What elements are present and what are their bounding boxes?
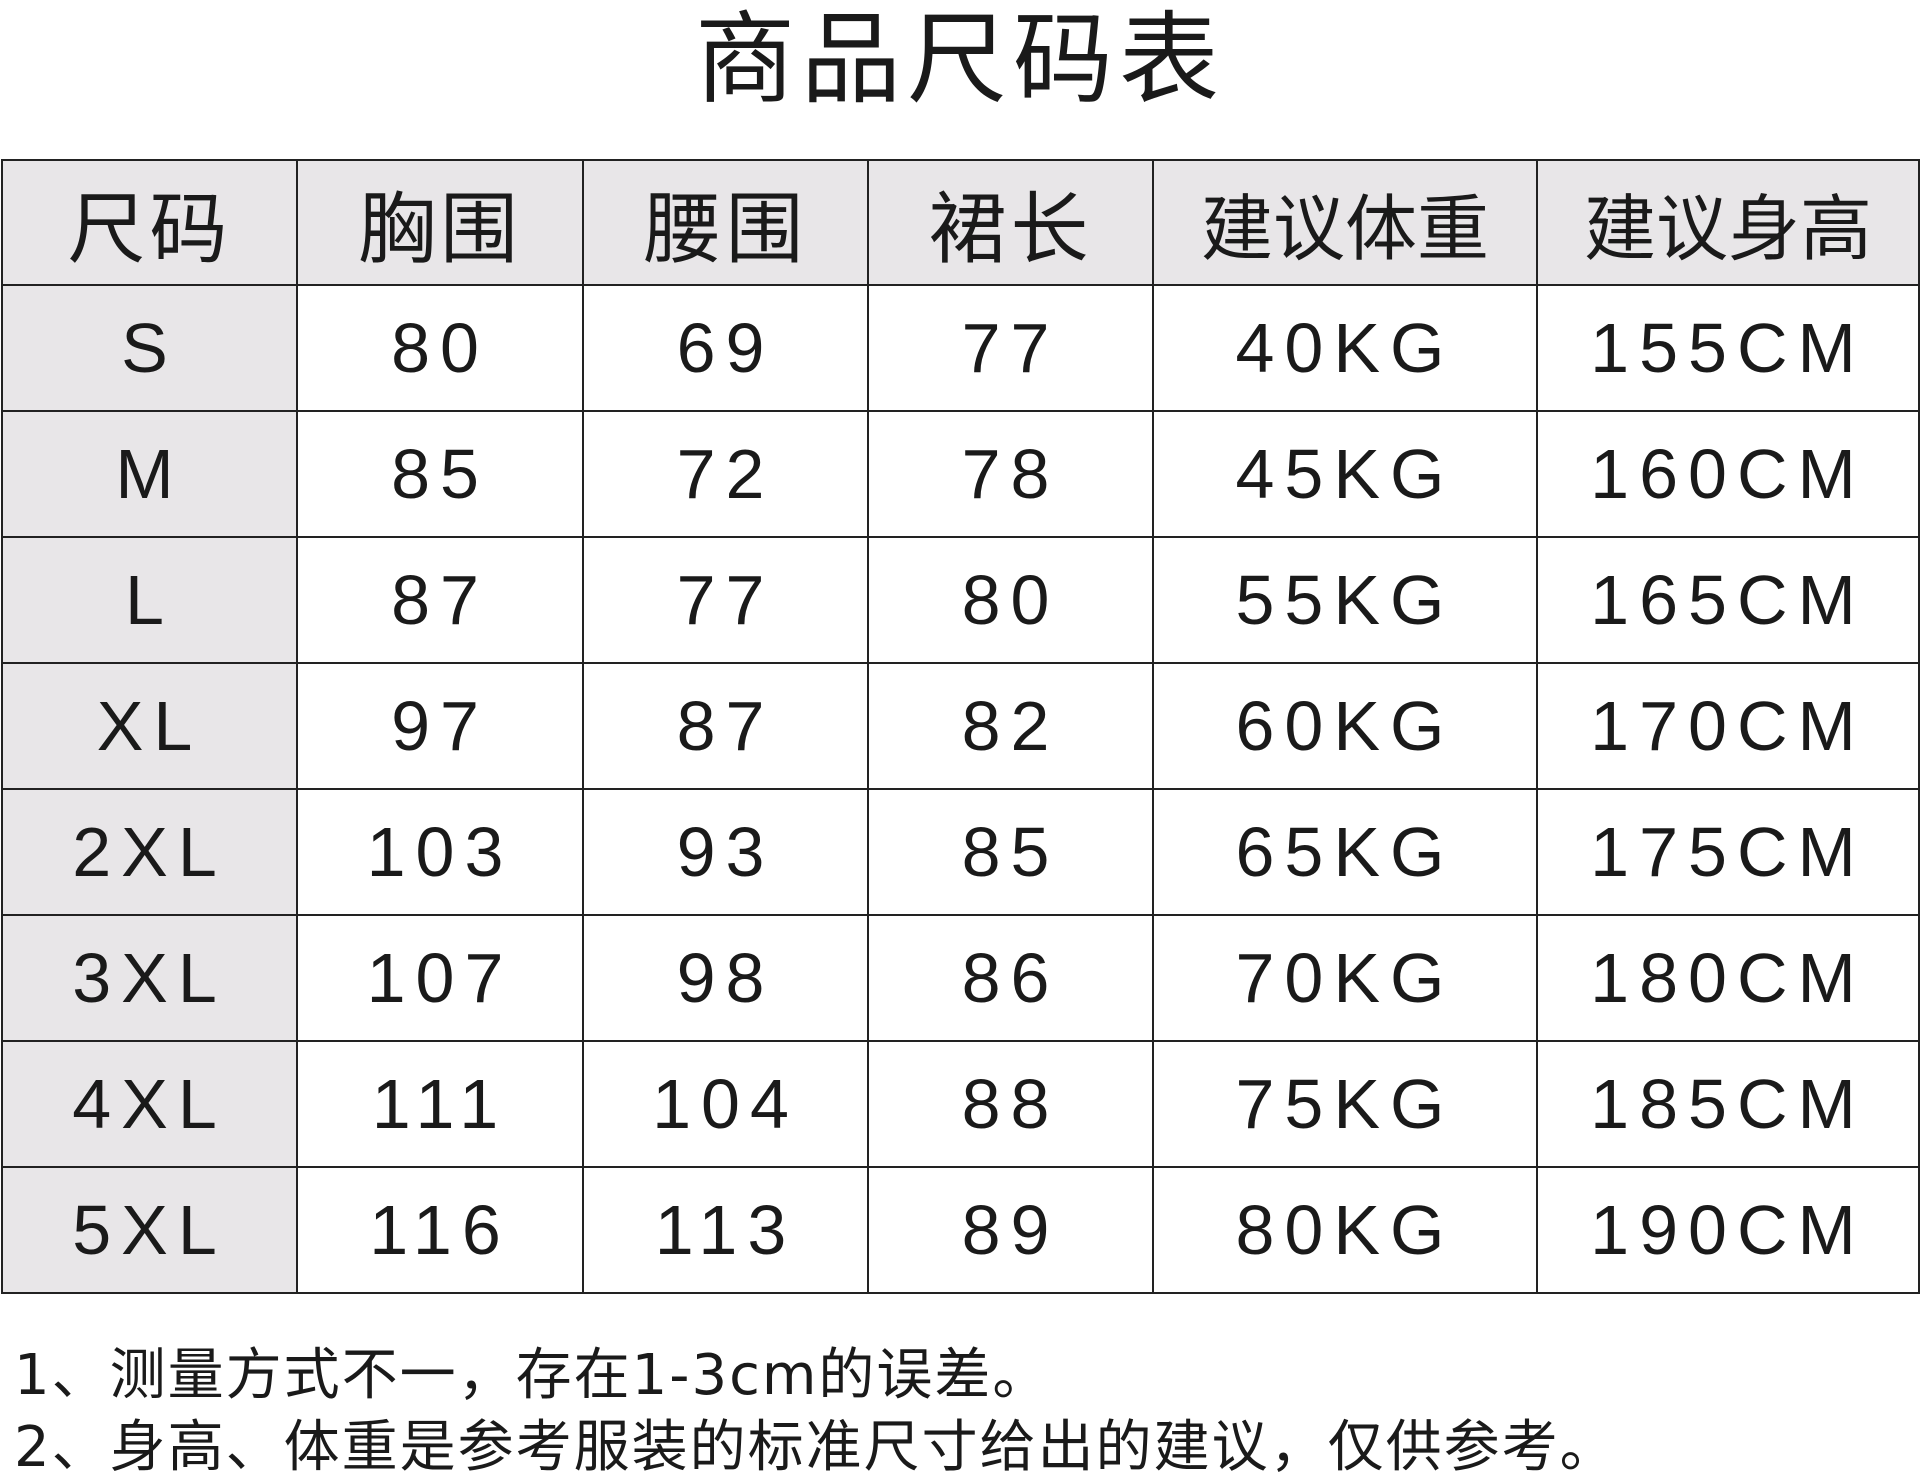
table-cell: 77: [867, 284, 1154, 412]
table-row: S 80 69 77 40KG 155CM: [1, 284, 1920, 412]
table-cell: 85: [867, 788, 1154, 916]
table-cell: 88: [867, 1040, 1154, 1168]
table-cell: 107: [296, 914, 584, 1042]
note-1: 1、测量方式不一，存在1-3cm的误差。: [14, 1343, 1051, 1408]
table-cell: 80: [867, 536, 1154, 664]
table-cell: 80: [296, 284, 584, 412]
size-label-cell: 3XL: [1, 914, 298, 1042]
table-header-row: 尺码 胸围 腰围 裙长 建议体重 建议身高: [1, 159, 1920, 286]
table-cell: 190CM: [1536, 1166, 1920, 1294]
size-label-cell: S: [1, 284, 298, 412]
table-cell: 40KG: [1152, 284, 1538, 412]
notes: 1、测量方式不一，存在1-3cm的误差。 2、身高、体重是参考服装的标准尺寸给出…: [14, 1340, 1618, 1484]
table-row: 2XL 103 93 85 65KG 175CM: [1, 788, 1920, 916]
note-2: 2、身高、体重是参考服装的标准尺寸给出的建议，仅供参考。: [14, 1415, 1618, 1480]
table-cell: 170CM: [1536, 662, 1920, 790]
column-header: 尺码: [1, 159, 298, 286]
table-cell: 113: [582, 1166, 869, 1294]
table-cell: 86: [867, 914, 1154, 1042]
size-label-cell: L: [1, 536, 298, 664]
size-label-cell: 2XL: [1, 788, 298, 916]
table-row: 3XL 107 98 86 70KG 180CM: [1, 914, 1920, 1042]
table-cell: 111: [296, 1040, 584, 1168]
table-row: 4XL 111 104 88 75KG 185CM: [1, 1040, 1920, 1168]
column-header: 胸围: [296, 159, 584, 286]
table-cell: 75KG: [1152, 1040, 1538, 1168]
table-cell: 87: [582, 662, 869, 790]
table-cell: 87: [296, 536, 584, 664]
size-chart-table: 尺码 胸围 腰围 裙长 建议体重 建议身高 S 80 69 77 40KG 155CM M 85 72 78…: [1, 159, 1920, 1294]
column-header: 裙长: [867, 159, 1154, 286]
table-cell: 82: [867, 662, 1154, 790]
column-header: 建议体重: [1152, 159, 1538, 286]
table-cell: 65KG: [1152, 788, 1538, 916]
column-header: 腰围: [582, 159, 869, 286]
table-cell: 165CM: [1536, 536, 1920, 664]
size-label-cell: 4XL: [1, 1040, 298, 1168]
table-cell: 155CM: [1536, 284, 1920, 412]
table-cell: 98: [582, 914, 869, 1042]
table-cell: 116: [296, 1166, 584, 1294]
table-cell: 89: [867, 1166, 1154, 1294]
table-cell: 77: [582, 536, 869, 664]
size-label-cell: 5XL: [1, 1166, 298, 1294]
table-cell: 160CM: [1536, 410, 1920, 538]
table-cell: 97: [296, 662, 584, 790]
size-label-cell: M: [1, 410, 298, 538]
table-cell: 85: [296, 410, 584, 538]
table-cell: 80KG: [1152, 1166, 1538, 1294]
table-cell: 93: [582, 788, 869, 916]
table-cell: 175CM: [1536, 788, 1920, 916]
table-cell: 180CM: [1536, 914, 1920, 1042]
table-cell: 104: [582, 1040, 869, 1168]
column-header: 建议身高: [1536, 159, 1920, 286]
page-title: 商品尺码表: [695, 1, 1225, 118]
table-cell: 72: [582, 410, 869, 538]
table-row: 5XL 116 113 89 80KG 190CM: [1, 1166, 1920, 1294]
table-cell: 69: [582, 284, 869, 412]
table-row: L 87 77 80 55KG 165CM: [1, 536, 1920, 664]
table-cell: 45KG: [1152, 410, 1538, 538]
table-row: XL 97 87 82 60KG 170CM: [1, 662, 1920, 790]
table-cell: 60KG: [1152, 662, 1538, 790]
table-cell: 70KG: [1152, 914, 1538, 1042]
size-label-cell: XL: [1, 662, 298, 790]
table-row: M 85 72 78 45KG 160CM: [1, 410, 1920, 538]
table-cell: 103: [296, 788, 584, 916]
table-cell: 78: [867, 410, 1154, 538]
table-cell: 185CM: [1536, 1040, 1920, 1168]
table-cell: 55KG: [1152, 536, 1538, 664]
